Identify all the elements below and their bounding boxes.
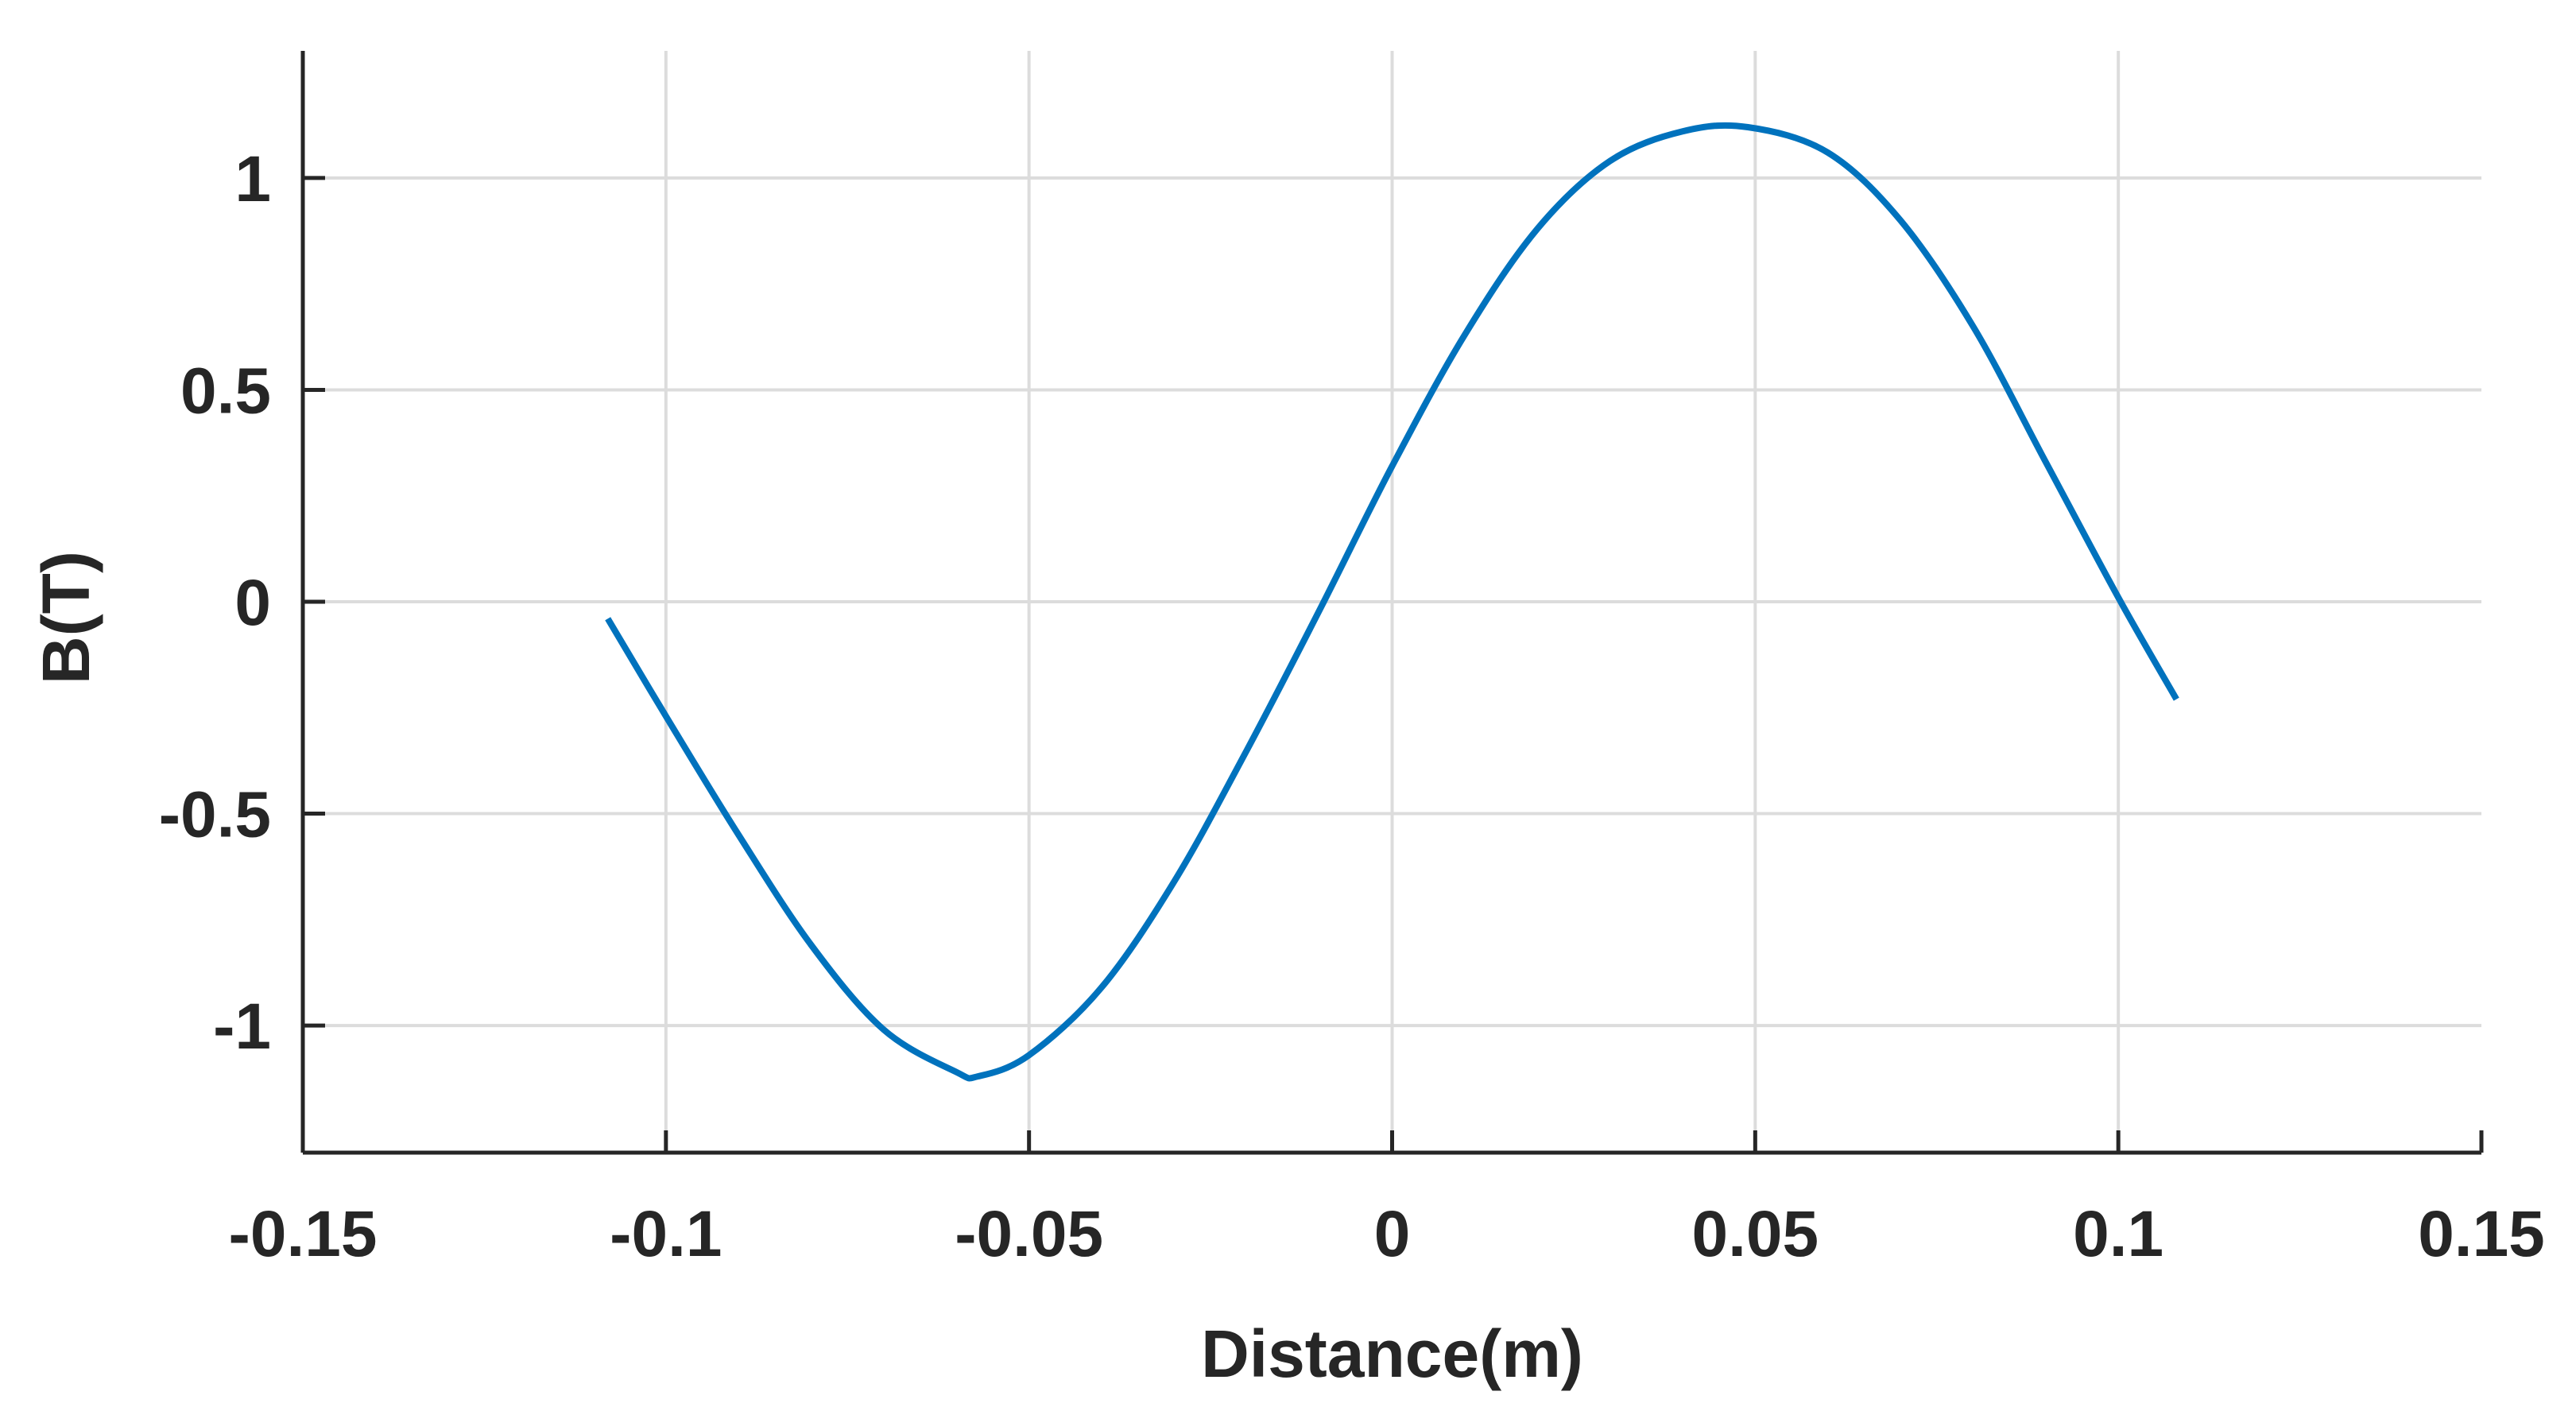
y-tick-label: 0.5	[180, 355, 271, 427]
x-axis-label: Distance(m)	[1201, 1316, 1583, 1391]
x-tick-label: -0.1	[610, 1198, 722, 1270]
y-tick-label: -0.5	[159, 779, 271, 851]
y-tick-label: 1	[234, 143, 271, 215]
y-axis-label: B(T)	[29, 551, 103, 684]
axes	[300, 51, 2484, 1155]
x-tick-label: 0.15	[2418, 1198, 2545, 1270]
x-tick-label: 0	[1374, 1198, 1411, 1270]
x-tick-label: 0.1	[2073, 1198, 2163, 1270]
tick-labels: -0.15 -0.1 -0.05 0 0.05 0.1 0.15 -1 -0.5 0 0.5 1	[159, 143, 2545, 1270]
y-tick-label: 0	[234, 567, 271, 639]
x-tick-label: -0.05	[955, 1198, 1103, 1270]
grid	[303, 51, 2481, 1153]
y-tick-label: -1	[213, 990, 271, 1063]
x-tick-label: 0.05	[1692, 1198, 1819, 1270]
series-layer	[605, 122, 2179, 1082]
series-line	[605, 122, 2179, 1082]
x-tick-label: -0.15	[229, 1198, 378, 1270]
